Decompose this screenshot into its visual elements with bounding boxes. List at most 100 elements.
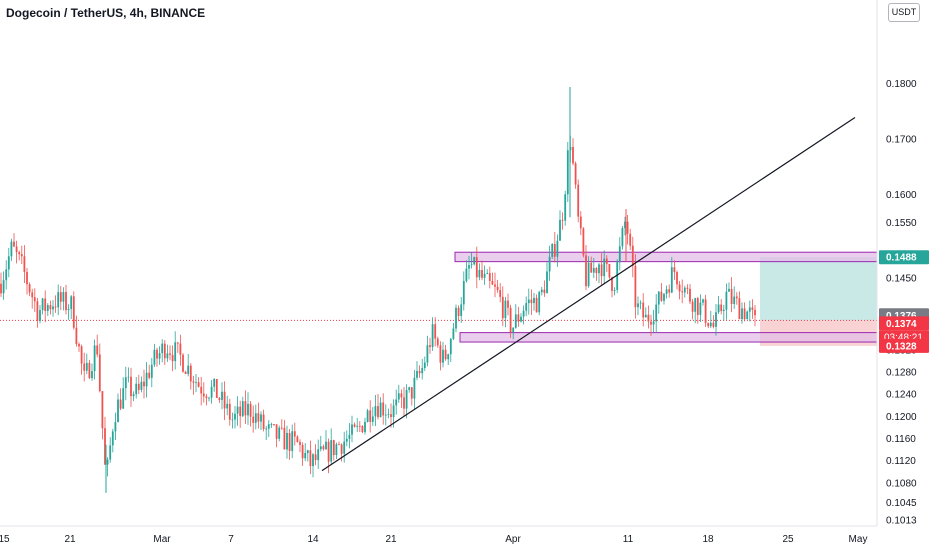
y-tick-label: 0.1800 — [886, 79, 917, 90]
candle-body — [20, 254, 23, 257]
candle-body — [520, 316, 522, 322]
candle-body — [379, 402, 382, 418]
candle-body — [5, 269, 8, 281]
candle-body — [96, 345, 99, 355]
candle-body — [182, 354, 184, 372]
candle-body — [639, 302, 642, 304]
candle-body — [413, 377, 416, 399]
candle-body — [353, 424, 356, 427]
x-tick-label: Mar — [153, 534, 171, 545]
candle-body — [533, 297, 535, 304]
candle-body — [730, 288, 733, 304]
candle-body — [559, 219, 561, 241]
candle-body — [546, 271, 548, 294]
candle-body — [358, 425, 361, 427]
candle-body — [179, 343, 182, 355]
candle-body — [470, 264, 473, 266]
candle-body — [226, 403, 229, 409]
candle-body — [696, 298, 699, 315]
candle-body — [439, 345, 442, 363]
candle-body — [247, 403, 249, 416]
candle-body — [257, 413, 260, 422]
candle-body — [41, 298, 44, 311]
candle-body — [405, 389, 408, 409]
candle-body — [603, 258, 606, 277]
candle-body — [369, 410, 372, 422]
x-tick-label: 11 — [623, 534, 634, 545]
candle-body — [65, 292, 67, 311]
candle-body — [530, 299, 533, 304]
candle-body — [501, 296, 504, 319]
candle-body — [551, 243, 554, 257]
candle-body — [231, 419, 234, 421]
candle-body — [509, 307, 512, 333]
candle-body — [538, 292, 541, 313]
candle-body — [293, 431, 296, 437]
currency-button[interactable]: USDT — [888, 3, 920, 22]
candle-body — [80, 346, 83, 364]
candle-body — [36, 301, 39, 321]
candle-body — [634, 265, 637, 308]
candle-body — [166, 353, 169, 359]
candle-body — [148, 372, 151, 378]
candles — [0, 86, 756, 493]
candle-body — [462, 280, 465, 305]
plot-area[interactable] — [0, 86, 878, 493]
candle-body — [104, 428, 106, 465]
candle-body — [111, 431, 114, 446]
candle-body — [265, 428, 268, 430]
candle-body — [13, 241, 15, 247]
candle-body — [202, 393, 205, 397]
candle-body — [748, 307, 751, 312]
candle-body — [611, 277, 613, 291]
candle-body — [286, 433, 288, 450]
candle-body — [735, 296, 738, 299]
candle-body — [304, 453, 307, 459]
resistance-zone — [454, 251, 878, 263]
candle-body — [244, 401, 247, 416]
candle-body — [738, 298, 741, 320]
candle-body — [665, 289, 668, 294]
candle-body — [540, 289, 543, 293]
candle-body — [608, 263, 611, 278]
candle-body — [390, 414, 392, 418]
candle-body — [208, 397, 210, 399]
candle-body — [67, 309, 70, 311]
candle-body — [150, 364, 153, 378]
candle-body — [143, 381, 145, 387]
candle-body — [618, 246, 621, 263]
candle-body — [0, 283, 2, 294]
candle-body — [465, 268, 468, 281]
candle-body — [598, 264, 600, 274]
candle-body — [655, 304, 658, 322]
candle-body — [733, 296, 736, 304]
candle-body — [319, 446, 322, 450]
candle-body — [28, 284, 31, 293]
candle-body — [184, 371, 187, 374]
candle-body — [366, 410, 369, 422]
candle-body — [494, 284, 496, 287]
candle-body — [512, 327, 515, 333]
candle-body — [278, 427, 281, 439]
candle-body — [140, 381, 143, 390]
candle-body — [75, 327, 78, 344]
price-badge — [879, 338, 929, 353]
y-tick-label: 0.1120 — [886, 456, 916, 467]
candle-body — [15, 246, 18, 253]
candle-body — [239, 406, 242, 417]
candle-body — [504, 300, 507, 319]
candle-body — [676, 272, 678, 285]
candle-body — [527, 299, 530, 304]
candle-body — [522, 310, 525, 317]
candle-body — [130, 376, 132, 397]
y-tick-label: 0.1080 — [886, 478, 917, 489]
candle-body — [751, 307, 754, 310]
candle-body — [70, 296, 73, 310]
x-tick-label: 15 — [0, 534, 10, 545]
candle-body — [483, 273, 486, 278]
candle-body — [447, 354, 450, 360]
candle-body — [694, 298, 697, 312]
candle-body — [10, 241, 13, 257]
y-tick-label: 0.1200 — [886, 412, 917, 423]
